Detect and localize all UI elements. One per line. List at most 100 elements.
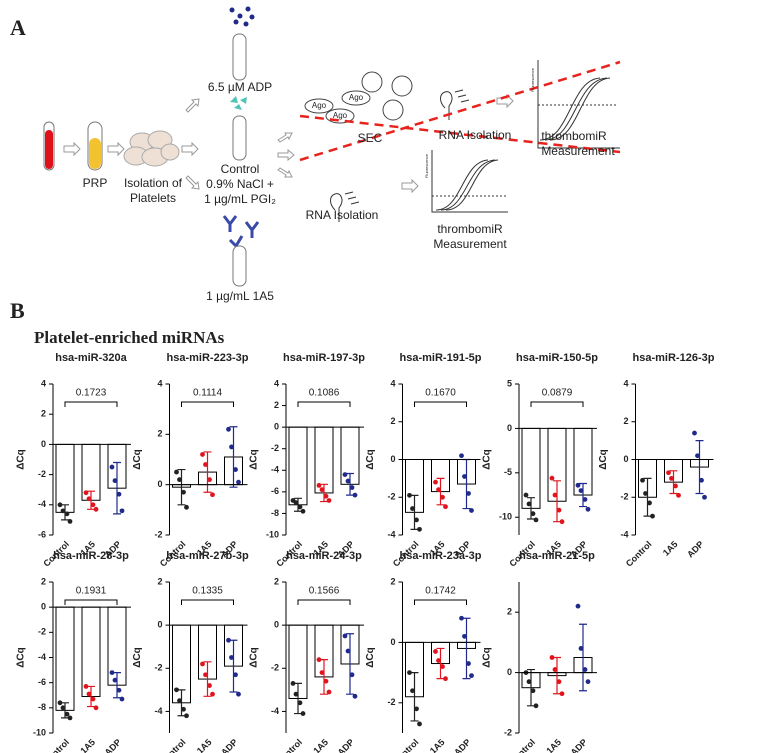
y-tick-label: 0 <box>390 637 395 647</box>
data-point <box>174 469 179 475</box>
data-point <box>200 452 205 457</box>
y-axis-label: ΔCq <box>249 647 260 668</box>
y-tick-label: 2 <box>390 576 395 586</box>
y-axis-label: ΔCq <box>132 449 143 470</box>
data-point <box>552 492 558 498</box>
y-tick-label: -4 <box>271 706 279 716</box>
data-point <box>349 485 355 490</box>
y-tick-label: 2 <box>274 400 279 410</box>
data-point <box>316 482 322 488</box>
y-tick-label: 0 <box>274 620 279 630</box>
y-tick-label: -2 <box>271 443 279 453</box>
error-bar <box>203 661 212 697</box>
significance-bracket <box>64 599 118 605</box>
x-tick-label: 1A5 <box>428 737 447 753</box>
y-tick-label: 2 <box>390 416 395 426</box>
data-point <box>466 661 471 666</box>
data-point <box>643 491 648 496</box>
data-point <box>236 691 241 697</box>
p-value: 0.1723 <box>76 388 107 399</box>
y-tick-label: 0 <box>507 667 512 677</box>
p-value: 0.1566 <box>309 586 340 597</box>
data-point <box>184 713 189 719</box>
data-point <box>582 497 588 502</box>
data-point <box>323 678 329 684</box>
chart-title: hsa-miR-28-3p <box>53 550 129 562</box>
data-point <box>200 661 205 667</box>
data-point <box>342 633 348 639</box>
data-point <box>417 721 422 727</box>
y-tick-label: 4 <box>623 378 628 388</box>
data-point <box>116 687 122 693</box>
rna-isolation-label: RNA Isolation <box>306 208 379 222</box>
p-value: 0.1931 <box>76 586 107 597</box>
y-tick-label: -5 <box>504 467 512 477</box>
data-point <box>300 508 306 514</box>
data-point <box>293 691 299 697</box>
data-point <box>86 496 92 502</box>
data-point <box>466 491 471 496</box>
y-tick-label: -2 <box>38 469 46 479</box>
data-point <box>181 706 186 712</box>
data-point <box>549 655 555 660</box>
data-point <box>342 472 348 477</box>
data-point <box>207 477 212 483</box>
data-point <box>647 500 652 506</box>
y-tick-label: -6 <box>38 529 46 539</box>
data-point <box>640 477 645 483</box>
data-point <box>462 633 467 639</box>
data-point <box>407 492 412 498</box>
data-point <box>181 489 186 495</box>
data-point <box>203 672 208 678</box>
data-point <box>650 513 655 519</box>
y-tick-label: -2 <box>154 663 162 673</box>
y-tick-label: -8 <box>271 508 279 518</box>
y-tick-label: 4 <box>41 378 46 388</box>
measurement-label: Measurement <box>541 144 615 158</box>
data-point <box>112 478 118 484</box>
data-point <box>695 453 700 459</box>
x-tick-label: ADP <box>452 737 473 753</box>
sec-label: SEC <box>358 131 383 145</box>
y-tick-label: -2 <box>504 727 512 737</box>
y-tick-label: 4 <box>390 378 395 388</box>
x-tick-label: 1A5 <box>661 539 680 558</box>
data-point <box>67 715 73 721</box>
x-tick-label: Control <box>391 737 421 753</box>
y-tick-label: -2 <box>387 697 395 707</box>
data-point <box>93 506 99 512</box>
x-tick-label: ADP <box>103 737 124 753</box>
data-point <box>459 615 464 621</box>
data-point <box>207 683 212 688</box>
x-tick-label: 1A5 <box>195 737 214 753</box>
y-tick-label: 0 <box>507 423 512 433</box>
data-point <box>119 696 125 702</box>
bar <box>288 426 308 506</box>
data-point <box>83 684 89 689</box>
control-label: 1 µg/mL PGI₂ <box>204 192 276 206</box>
x-tick-label: 1A5 <box>544 737 563 753</box>
y-tick-label: -2 <box>620 492 628 502</box>
chart-title: hsa-miR-126-3p <box>633 352 715 364</box>
y-tick-label: 2 <box>157 576 162 586</box>
data-point <box>116 491 122 497</box>
data-point <box>440 664 445 669</box>
error-bar <box>203 451 212 493</box>
chart-title: hsa-miR-197-3p <box>283 352 365 364</box>
data-point <box>407 670 412 675</box>
x-tick-label: Control <box>41 737 71 753</box>
data-point <box>414 706 419 712</box>
y-tick-label: -2 <box>387 492 395 502</box>
y-tick-label: 0 <box>157 479 162 489</box>
data-point <box>410 506 415 511</box>
p-value: 0.1114 <box>193 388 223 399</box>
ago-label: Ago <box>349 93 364 102</box>
panel-heading: Platelet-enriched miRNAs <box>34 328 225 347</box>
significance-bracket <box>414 401 467 407</box>
data-point <box>443 504 448 510</box>
data-point <box>352 492 358 498</box>
data-point <box>57 502 63 508</box>
data-point <box>575 603 581 609</box>
y-tick-label: 4 <box>274 378 279 388</box>
